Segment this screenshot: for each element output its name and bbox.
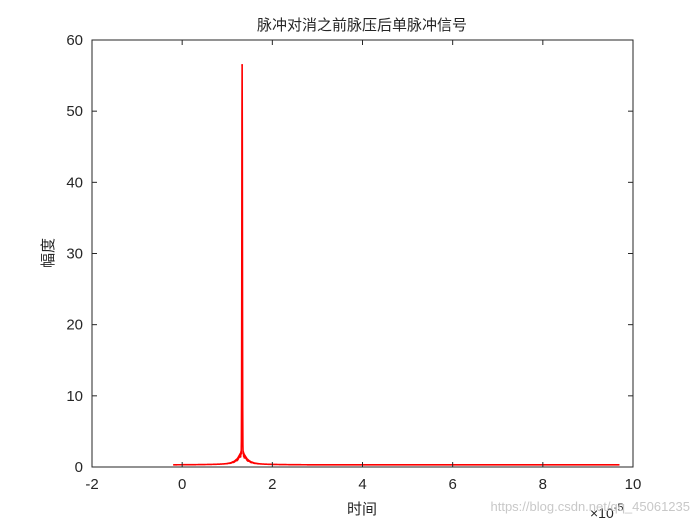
x-tick-label: 8 — [539, 476, 547, 493]
x-axis-exponent: ×10-5 — [590, 502, 624, 521]
x-tick-label: 0 — [178, 476, 186, 493]
x-tick-label: 10 — [625, 476, 642, 493]
y-tick-label: 0 — [75, 459, 83, 476]
y-tick-label: 20 — [66, 317, 83, 334]
x-exponent-power: -5 — [614, 502, 624, 514]
y-tick-label: 60 — [66, 32, 83, 49]
x-tick-label: -2 — [85, 476, 98, 493]
x-tick-label: 4 — [358, 476, 366, 493]
watermark-text: https://blog.csdn.net/qq_45061235 — [491, 499, 691, 514]
axes-box — [91, 39, 634, 468]
chart-title: 脉冲对消之前脉压后单脉冲信号 — [257, 16, 467, 34]
x-exponent-base: ×10 — [590, 505, 614, 521]
x-tick-label: 2 — [268, 476, 276, 493]
plot-area — [172, 64, 621, 466]
x-tick-label: 6 — [448, 476, 456, 493]
x-axis-label: 时间 — [347, 500, 377, 518]
series-line — [172, 64, 621, 466]
y-tick-label: 30 — [66, 246, 83, 263]
y-tick-label: 40 — [66, 174, 83, 191]
y-axis-label: 幅度 — [39, 238, 57, 268]
y-tick-label: 10 — [66, 388, 83, 405]
series-peak-point — [241, 64, 244, 66]
y-tick-label: 50 — [66, 103, 83, 120]
